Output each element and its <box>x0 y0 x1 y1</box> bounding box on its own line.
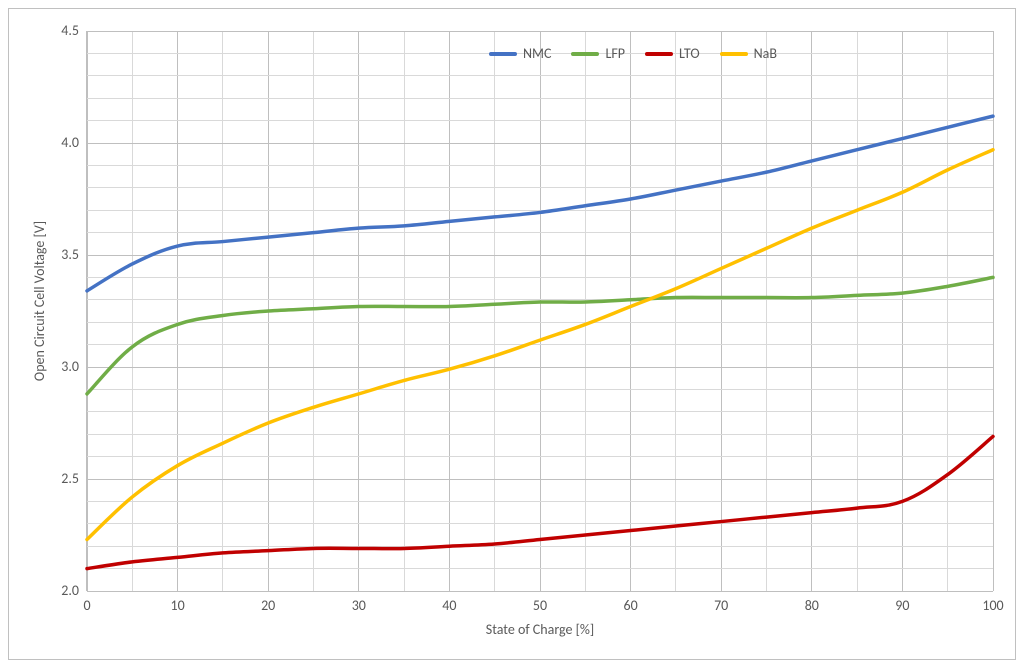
x-tick-label: 70 <box>701 597 741 614</box>
y-tick-label: 2.5 <box>39 470 79 487</box>
legend-label: LTO <box>679 45 700 62</box>
legend-swatch <box>489 52 517 56</box>
x-tick-label: 10 <box>158 597 198 614</box>
legend-item-nab: NaB <box>720 45 777 62</box>
series-lto <box>87 436 993 568</box>
series-svg <box>87 31 993 591</box>
x-axis-title: State of Charge [%] <box>87 621 993 638</box>
legend-label: NMC <box>523 45 551 62</box>
legend-swatch <box>571 52 599 56</box>
x-tick-label: 40 <box>429 597 469 614</box>
series-nmc <box>87 116 993 291</box>
x-tick-label: 50 <box>520 597 560 614</box>
x-tick-label: 20 <box>248 597 288 614</box>
legend-swatch <box>720 52 748 56</box>
y-tick-label: 4.0 <box>39 134 79 151</box>
legend-item-lfp: LFP <box>571 45 625 62</box>
legend-label: LFP <box>605 45 625 62</box>
x-tick-label: 100 <box>973 597 1013 614</box>
x-tick-label: 30 <box>339 597 379 614</box>
y-tick-label: 2.0 <box>39 582 79 599</box>
y-tick-label: 4.5 <box>39 22 79 39</box>
x-tick-label: 60 <box>611 597 651 614</box>
legend-item-nmc: NMC <box>489 45 551 62</box>
x-tick-label: 80 <box>792 597 832 614</box>
legend: NMC LFP LTO NaB <box>489 45 777 62</box>
legend-item-lto: LTO <box>645 45 700 62</box>
legend-label: NaB <box>754 45 777 62</box>
series-nab <box>87 150 993 540</box>
legend-swatch <box>645 52 673 56</box>
x-axis-line <box>87 591 993 592</box>
y-axis-title: Open Circuit Cell Voltage [V] <box>31 191 48 411</box>
x-tick-label: 90 <box>882 597 922 614</box>
x-tick-label: 0 <box>67 597 107 614</box>
plot-area <box>87 31 993 591</box>
series-lfp <box>87 277 993 393</box>
y-tick-label: 3.5 <box>39 246 79 263</box>
chart-frame: NMC LFP LTO NaB State of Charge [%] Open Ci… <box>8 8 1016 660</box>
y-tick-label: 3.0 <box>39 358 79 375</box>
